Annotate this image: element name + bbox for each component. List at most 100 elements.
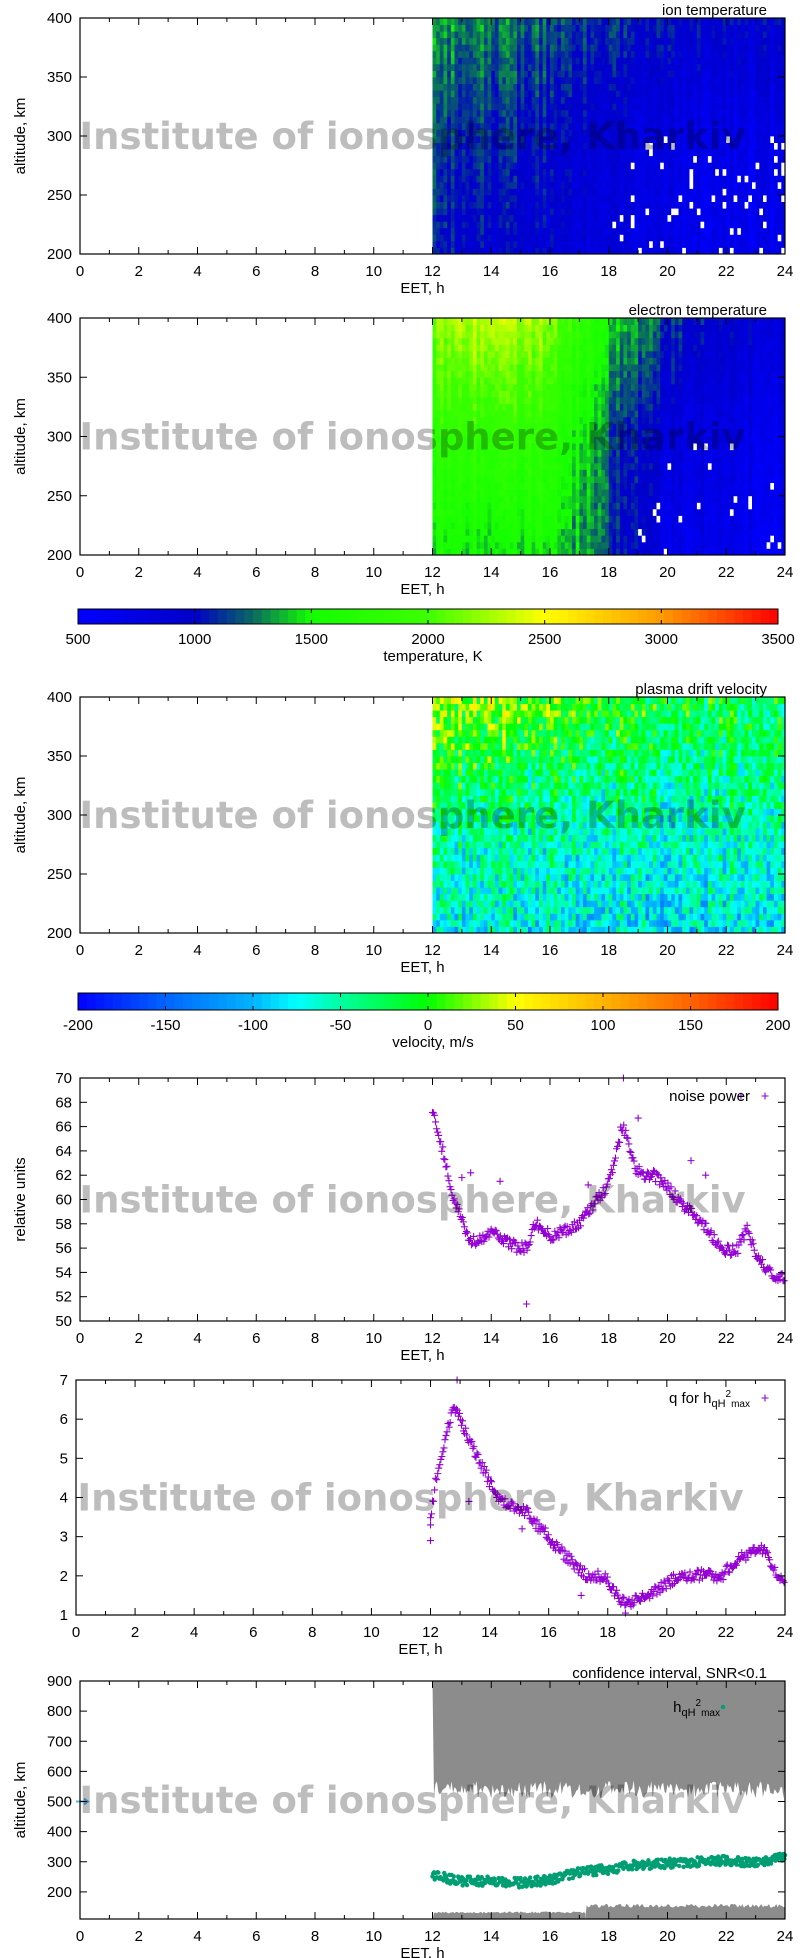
heatmap-cell xyxy=(729,247,734,255)
heatmap-cell xyxy=(531,175,536,183)
heatmap-cell xyxy=(627,221,632,229)
heatmap-cell xyxy=(612,188,617,196)
heatmap-cell xyxy=(432,443,437,451)
heatmap-cell xyxy=(594,136,599,143)
heatmap-cell xyxy=(542,240,547,248)
heatmap-cell xyxy=(696,24,701,32)
heatmap-cell xyxy=(564,344,569,352)
heatmap-cell xyxy=(597,37,602,45)
heatmap-cell xyxy=(568,476,573,483)
heatmap-cell xyxy=(759,31,764,39)
heatmap-cell xyxy=(774,142,779,150)
heatmap-cell xyxy=(491,142,496,150)
heatmap-cell xyxy=(718,77,723,84)
heatmap-cell xyxy=(564,168,569,176)
heatmap-cell xyxy=(443,482,448,490)
heatmap-cell xyxy=(572,70,577,78)
heatmap-cell xyxy=(616,136,621,143)
heatmap-cell xyxy=(487,416,492,424)
heatmap-cell xyxy=(575,344,580,352)
heatmap-cell xyxy=(568,116,573,124)
heatmap-cell xyxy=(671,50,676,58)
heatmap-cell xyxy=(531,181,536,189)
heatmap-cell xyxy=(722,96,727,104)
heatmap-cell xyxy=(535,482,540,490)
heatmap-cell xyxy=(513,476,518,483)
heatmap-cell xyxy=(528,377,533,385)
heatmap-cell xyxy=(550,370,555,378)
heatmap-cell xyxy=(594,50,599,58)
heatmap-cell xyxy=(557,436,562,444)
heatmap-cell xyxy=(524,162,529,170)
heatmap-cell xyxy=(707,103,712,111)
heatmap-cell xyxy=(535,541,540,549)
heatmap-cell xyxy=(766,195,771,202)
heatmap-cell xyxy=(458,227,463,235)
heatmap-cell xyxy=(564,541,569,549)
heatmap-cell xyxy=(447,77,452,84)
heatmap-cell xyxy=(553,63,558,71)
heatmap-cell xyxy=(718,201,723,209)
heatmap-cell xyxy=(443,50,448,58)
heatmap-cell xyxy=(744,24,749,32)
heatmap-cell xyxy=(531,443,536,451)
heatmap-cell xyxy=(539,324,544,332)
heatmap-cell xyxy=(557,370,562,378)
heatmap-cell xyxy=(696,247,701,255)
heatmap-cell xyxy=(461,515,466,523)
heatmap-cell xyxy=(627,188,632,196)
heatmap-cell xyxy=(583,247,588,255)
heatmap-cell xyxy=(494,83,499,91)
heatmap-cell xyxy=(770,221,775,229)
heatmap-cell xyxy=(733,136,738,143)
heatmap-cell xyxy=(704,142,709,150)
heatmap-cell xyxy=(542,24,547,32)
heatmap-cell xyxy=(564,350,569,358)
heatmap-cell xyxy=(608,149,613,157)
heatmap-cell xyxy=(641,129,646,137)
heatmap-cell xyxy=(483,528,488,536)
heatmap-cell xyxy=(667,201,672,209)
heatmap-cell xyxy=(458,77,463,84)
heatmap-cell xyxy=(465,240,470,248)
heatmap-cell xyxy=(586,103,591,111)
heatmap-cell xyxy=(704,37,709,45)
heatmap-cell xyxy=(656,188,661,196)
heatmap-cell xyxy=(432,96,437,104)
heatmap-cell xyxy=(733,103,738,111)
heatmap-cell xyxy=(480,122,485,130)
heatmap-cell xyxy=(748,136,753,143)
heatmap-cell xyxy=(509,449,514,457)
heatmap-cell xyxy=(766,188,771,196)
heatmap-cell xyxy=(733,195,738,202)
heatmap-cell xyxy=(774,234,779,242)
heatmap-cell xyxy=(494,24,499,32)
heatmap-cell xyxy=(568,522,573,530)
heatmap-cell xyxy=(436,18,441,25)
heatmap-cell xyxy=(502,324,507,332)
heatmap-cell xyxy=(718,136,723,143)
heatmap-cell xyxy=(458,469,463,477)
heatmap-cell xyxy=(513,436,518,444)
heatmap-cell xyxy=(722,149,727,157)
heatmap-cell xyxy=(627,195,632,202)
heatmap-cell xyxy=(524,331,529,339)
heatmap-cell xyxy=(432,350,437,358)
heatmap-cell xyxy=(572,162,577,170)
heatmap-cell xyxy=(498,489,503,497)
heatmap-cell xyxy=(494,535,499,543)
heatmap-cell xyxy=(502,214,507,222)
heatmap-cell xyxy=(520,37,525,45)
heatmap-cell xyxy=(601,195,606,202)
heatmap-cell xyxy=(674,129,679,137)
heatmap-cell xyxy=(450,390,455,398)
heatmap-cell xyxy=(649,57,654,65)
heatmap-cell xyxy=(707,195,712,202)
heatmap-cell xyxy=(454,443,459,451)
heatmap-cell xyxy=(759,116,764,124)
heatmap-cell xyxy=(436,149,441,157)
heatmap-cell xyxy=(766,208,771,216)
heatmap-cell xyxy=(557,70,562,78)
heatmap-cell xyxy=(634,103,639,111)
heatmap-cell xyxy=(660,129,665,137)
